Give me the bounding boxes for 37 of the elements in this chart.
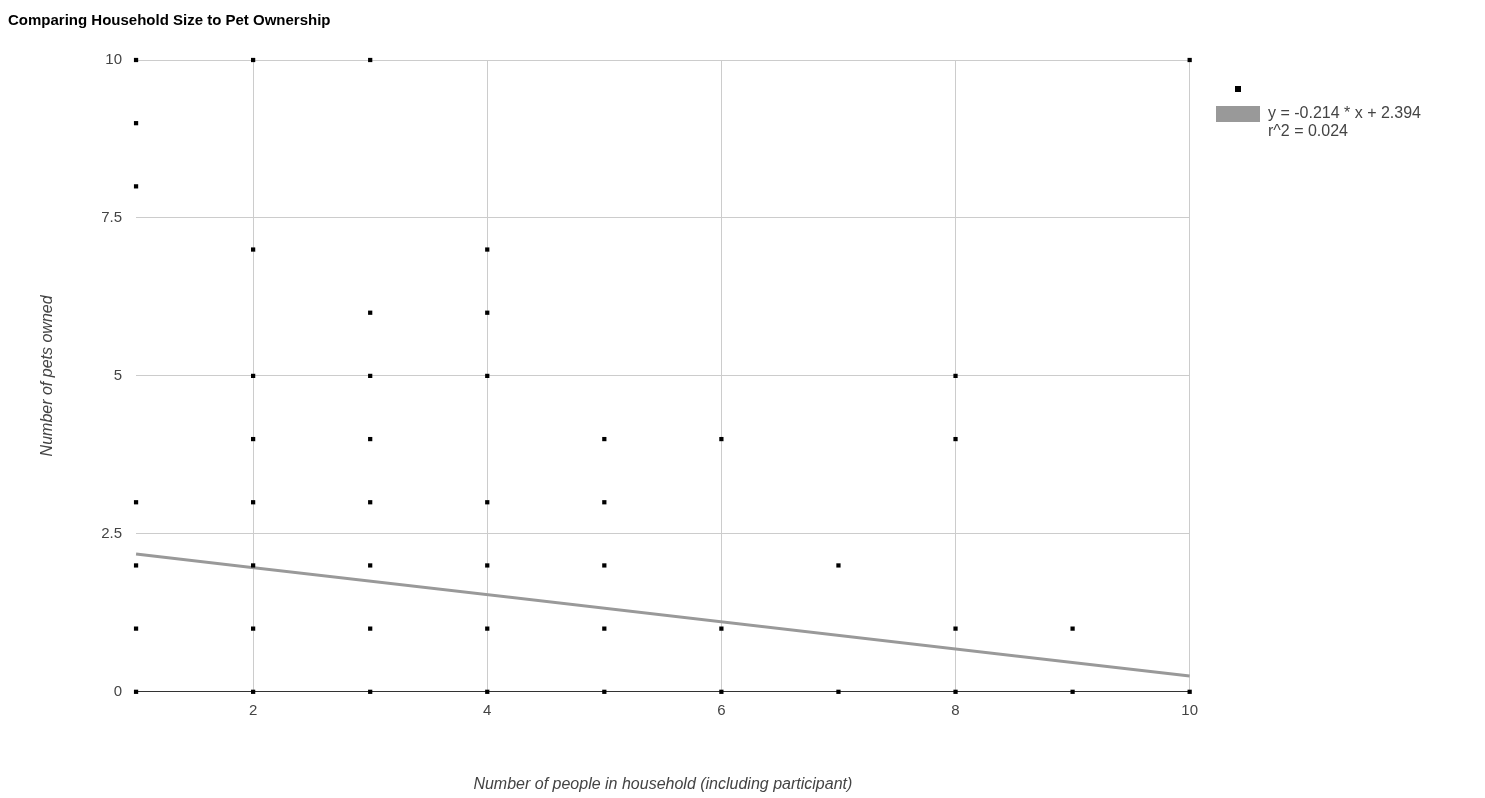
x-tick-label: 8 bbox=[951, 700, 960, 718]
y-tick-label: 10 bbox=[105, 50, 123, 68]
point bbox=[368, 626, 373, 631]
point bbox=[836, 563, 841, 568]
point bbox=[133, 626, 139, 631]
point bbox=[719, 436, 724, 442]
y-tick-label: 5 bbox=[113, 366, 123, 384]
legend-label: y = -0.214 * x + 2.394 r^2 = 0.024 bbox=[1268, 104, 1421, 140]
x-tick-label: 10 bbox=[1181, 700, 1198, 718]
point bbox=[251, 626, 256, 631]
point bbox=[133, 563, 139, 568]
y-axis-title: Number of pets owned bbox=[38, 294, 56, 457]
point bbox=[953, 373, 958, 379]
x-tick-label: 4 bbox=[483, 700, 492, 718]
point bbox=[485, 626, 490, 631]
point bbox=[251, 247, 256, 252]
x-tick-label: 2 bbox=[248, 700, 258, 718]
point bbox=[836, 689, 841, 694]
point bbox=[485, 563, 490, 568]
point bbox=[719, 626, 724, 631]
point bbox=[953, 626, 958, 631]
point bbox=[953, 689, 958, 694]
y-tick-label: 2.5 bbox=[101, 523, 123, 541]
x-axis-title: Number of people in household (including participant) bbox=[473, 774, 853, 792]
point bbox=[485, 247, 490, 252]
y-tick-label: 7.5 bbox=[101, 208, 123, 226]
point bbox=[251, 563, 256, 568]
point bbox=[602, 626, 607, 631]
point bbox=[953, 436, 958, 442]
x-tick-label: 6 bbox=[717, 700, 726, 718]
point bbox=[719, 689, 724, 694]
point bbox=[1070, 689, 1075, 694]
point bbox=[602, 563, 607, 568]
chart-title: Comparing Household Size to Pet Ownership bbox=[8, 11, 331, 29]
point bbox=[368, 563, 373, 568]
point bbox=[1070, 626, 1075, 631]
y-tick-label: 0 bbox=[113, 681, 123, 699]
